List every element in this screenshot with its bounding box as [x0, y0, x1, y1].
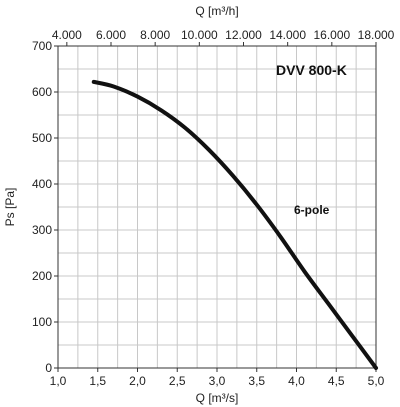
x2-tick-label: 18.000 — [358, 28, 395, 42]
y-tick-label: 500 — [32, 131, 52, 145]
y-tick-label: 700 — [32, 39, 52, 53]
y-tick-label: 200 — [32, 269, 52, 283]
y-tick-label: 400 — [32, 177, 52, 191]
series-line-6-pole — [91, 79, 378, 370]
x-tick-label: 2,0 — [129, 374, 146, 388]
x-tick-label: 2,5 — [169, 374, 186, 388]
x-tick-label: 4,5 — [328, 374, 345, 388]
x-tick-label: 1,5 — [89, 374, 106, 388]
axis-ticks: 1,0 1,5 2,0 2,5 3,0 3,5 4,0 4,5 5,0 0 100 200 300 400… — [32, 28, 395, 388]
x-tick-label: 3,0 — [209, 374, 226, 388]
series-layer — [91, 79, 378, 370]
x2-tick-label: 6.000 — [96, 28, 126, 42]
x-axis-title: Q [m³/s] — [196, 391, 239, 405]
x-tick-label: 5,0 — [368, 374, 385, 388]
y-tick-label: 300 — [32, 223, 52, 237]
x2-tick-label: 10.000 — [181, 28, 218, 42]
x2-tick-label: 14.000 — [269, 28, 306, 42]
y-tick-label: 0 — [45, 361, 52, 375]
x2-tick-label: 4.000 — [52, 28, 82, 42]
x-tick-label: 4,0 — [288, 374, 305, 388]
y-tick-label: 600 — [32, 85, 52, 99]
y-axis-title: Ps [Pa] — [3, 188, 17, 227]
x-tick-label: 1,0 — [50, 374, 67, 388]
series-label-6-pole: 6-pole — [294, 203, 330, 217]
x2-tick-label: 16.000 — [313, 28, 350, 42]
x2-tick-label: 12.000 — [225, 28, 262, 42]
x2-tick-label: 8.000 — [140, 28, 170, 42]
x-tick-label: 3,5 — [248, 374, 265, 388]
x2-axis-title: Q [m³/h] — [195, 4, 238, 18]
chart-title: DVV 800-K — [276, 62, 347, 78]
y-tick-label: 100 — [32, 315, 52, 329]
